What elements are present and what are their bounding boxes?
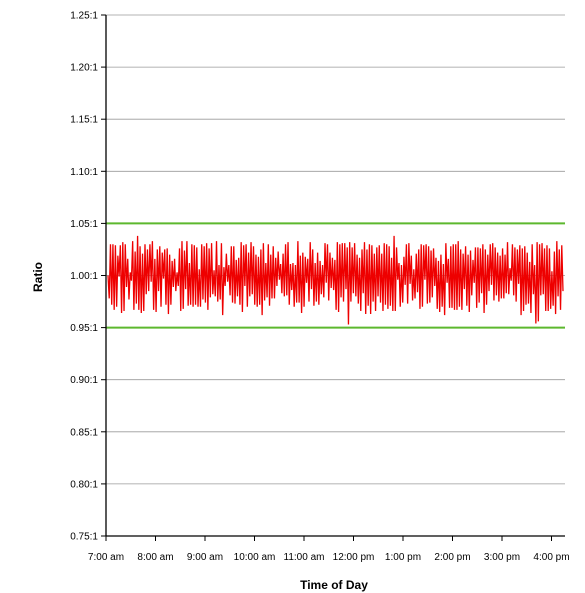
x-tick-label: 8:00 am xyxy=(137,552,173,563)
y-tick-labels: 0.75:1 0.80:1 0.85:1 0.90:1 0.95:1 1.00:1 1.05… xyxy=(70,11,98,543)
y-tick-label: 0.95:1 xyxy=(70,323,98,334)
y-tick-label: 1.10:1 xyxy=(70,167,98,178)
y-tick-label: 1.15:1 xyxy=(70,115,98,126)
x-tick-label: 11:00 am xyxy=(284,552,325,563)
x-tick-label: 10:00 am xyxy=(234,552,276,563)
y-tick-label: 1.00:1 xyxy=(70,271,98,282)
y-tick-label: 0.75:1 xyxy=(70,532,98,543)
series-line xyxy=(107,235,564,325)
x-tick-label: 9:00 am xyxy=(187,552,223,563)
y-tick-label: 1.05:1 xyxy=(70,219,98,230)
y-tick-label: 0.80:1 xyxy=(70,479,98,490)
reference-lines xyxy=(106,222,565,329)
x-tick-label: 3:00 pm xyxy=(484,552,520,563)
axes xyxy=(101,14,565,541)
y-tick-label: 0.90:1 xyxy=(70,375,98,386)
x-tick-label: 4:00 pm xyxy=(533,552,569,563)
x-tick-label: 12:00 pm xyxy=(333,552,375,563)
y-tick-label: 1.20:1 xyxy=(70,63,98,74)
y-axis-title: Ratio xyxy=(31,262,45,292)
x-axis-title: Time of Day xyxy=(300,578,368,592)
series-layer xyxy=(107,235,564,325)
x-tick-label: 7:00 am xyxy=(88,552,124,563)
x-tick-labels: 7:00 am 8:00 am 9:00 am 10:00 am 11:00 am 12:… xyxy=(88,552,570,563)
x-tick-label: 1:00 pm xyxy=(385,552,421,563)
y-tick-label: 0.85:1 xyxy=(70,427,98,438)
y-tick-label: 1.25:1 xyxy=(70,11,98,22)
x-tick-label: 2:00 pm xyxy=(434,552,470,563)
